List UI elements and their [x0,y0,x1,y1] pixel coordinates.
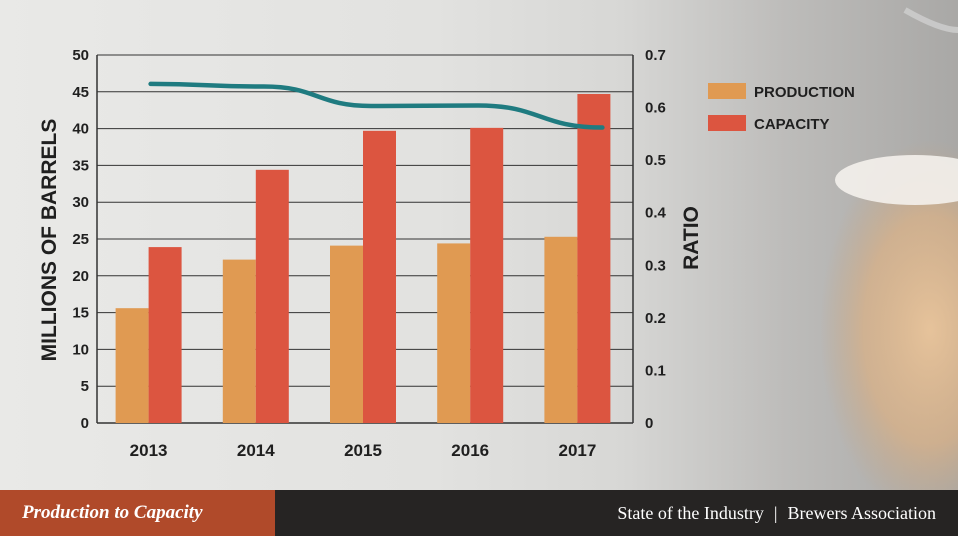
chart-svg: 0 5 10 15 20 25 30 35 40 45 50 0 0.1 0.2 0.3 0.4 0.5 0.6 0… [38,7,958,490]
x-tick-label: 2015 [344,441,382,460]
y-axis-title-right: RATIO [680,206,703,270]
y-tick-label-right: 0.4 [645,205,667,222]
y-axis-title-left: MILLIONS OF BARRELS [38,119,61,362]
x-tick-label: 2014 [237,441,275,460]
bar-capacity-2017 [577,94,611,424]
x-tick-label: 2017 [558,441,596,460]
y-tick-label-left: 15 [72,305,89,322]
bar-production-2016 [437,243,471,423]
beer-glass-illustration [820,7,958,490]
y-tick-label-left: 10 [72,341,89,358]
y-tick-label-right: 0.1 [645,362,666,379]
chart-area: 0 5 10 15 20 25 30 35 40 45 50 0 0.1 0.2 0.3 0.4 0.5 0.6 0… [38,7,958,490]
footer-source-publication: State of the Industry [617,502,764,523]
y-tick-label-left: 25 [72,231,89,248]
ratio-line [148,81,605,130]
y-tick-label-left: 30 [72,194,89,211]
y-tick-label-right: 0.2 [645,310,666,327]
bar-production-2015 [330,245,363,423]
y-tick-label-left: 50 [72,47,89,64]
legend-swatch-capacity [708,115,746,131]
footer: Production to Capacity State of the Indu… [0,490,958,536]
bar-capacity-2016 [470,127,504,423]
bar-production-2014 [222,259,256,423]
y-tick-label-right: 0 [645,415,653,432]
y-tick-label-left: 0 [81,415,89,432]
y-tick-label-right: 0.7 [645,47,666,64]
legend-label-production: PRODUCTION [754,84,855,101]
bar-production-2017 [544,236,578,423]
y-tick-label-left: 45 [72,84,89,101]
y-tick-label-left: 5 [81,378,89,395]
bar-capacity-2013 [148,247,182,423]
bar-capacity-2014 [255,169,289,423]
x-tick-label: 2013 [130,441,168,460]
legend-label-capacity: CAPACITY [754,116,830,133]
y-tick-label-left: 20 [72,268,89,285]
footer-separator: | [773,502,778,523]
y-tick-label-left: 35 [72,157,89,174]
legend-swatch-production [708,83,746,99]
bar-capacity-2015 [363,130,396,424]
x-tick-label: 2016 [451,441,489,460]
y-tick-label-right: 0.3 [645,257,666,274]
y-tick-label-left: 40 [72,121,89,138]
footer-source-organization: Brewers Association [787,502,936,523]
footer-source: State of the Industry | Brewers Associat… [275,490,958,536]
bar-production-2013 [115,308,149,423]
footer-title: Production to Capacity [0,490,275,536]
y-tick-label-right: 0.6 [645,100,666,117]
y-tick-label-right: 0.5 [645,152,666,169]
